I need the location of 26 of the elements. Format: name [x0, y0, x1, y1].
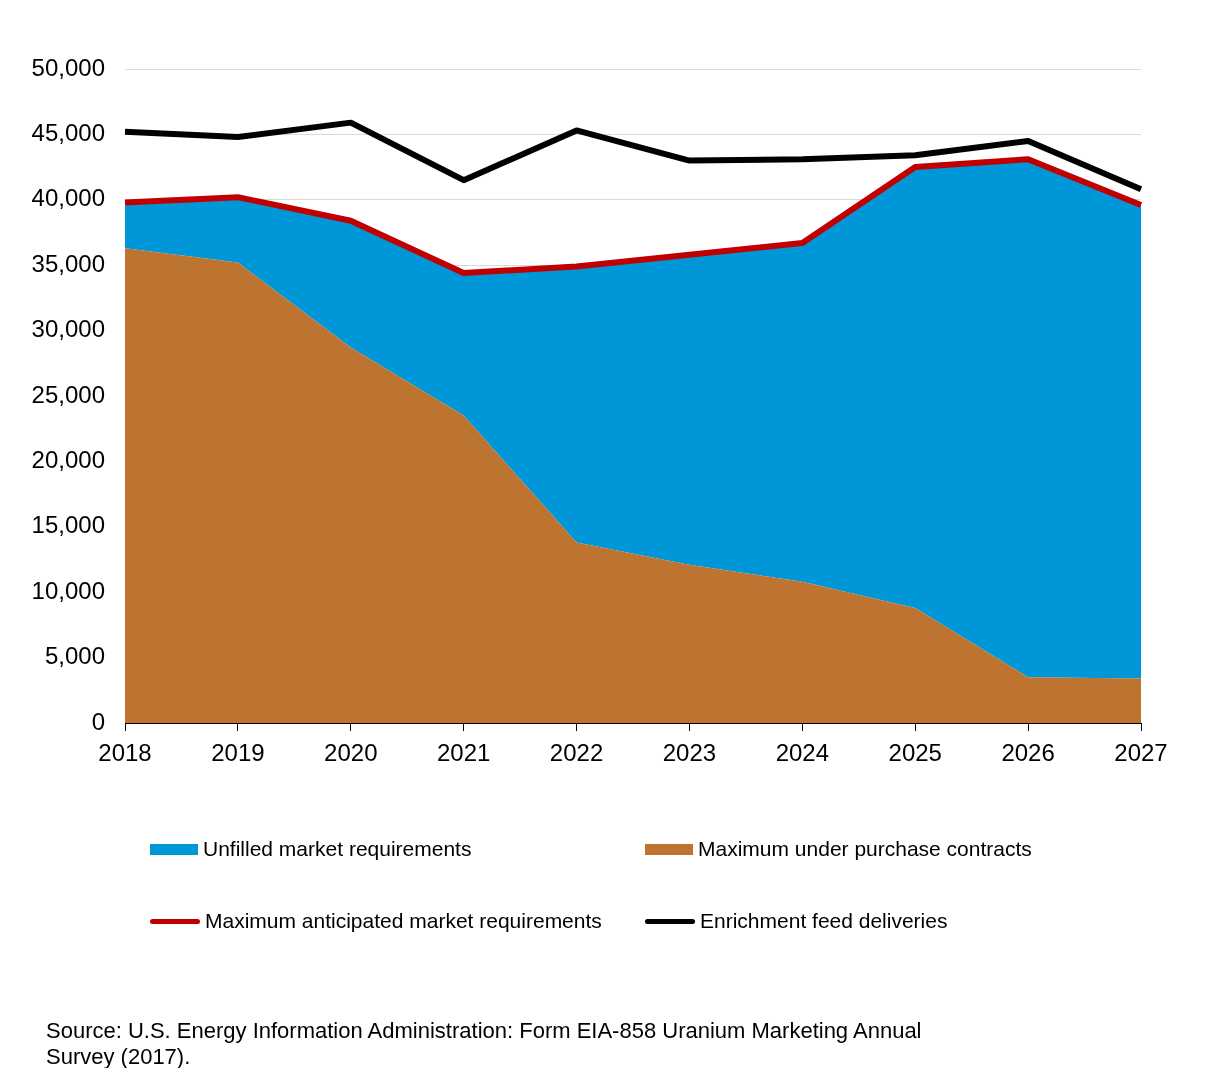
x-tick-label: 2018	[98, 739, 152, 767]
y-tick-label: 10,000	[31, 576, 105, 604]
x-tick-label: 2019	[211, 739, 265, 767]
legend-label: Maximum under purchase contracts	[698, 837, 1032, 861]
y-tick-label: 25,000	[31, 380, 105, 408]
y-tick-label: 0	[91, 707, 105, 735]
x-tick-label: 2025	[888, 739, 942, 767]
y-tick-label: 5,000	[44, 642, 105, 670]
x-tick-label: 2023	[662, 739, 717, 767]
x-tick-label: 2026	[1001, 739, 1055, 767]
y-tick-label: 35,000	[31, 249, 105, 277]
legend-label: Enrichment feed deliveries	[700, 909, 948, 933]
y-tick-label: 30,000	[31, 315, 105, 343]
y-tick-label: 40,000	[31, 184, 105, 212]
y-tick-label: 20,000	[31, 446, 105, 474]
y-tick-label: 50,000	[31, 53, 105, 81]
legend-label: Unfilled market requirements	[203, 837, 472, 861]
source-note: Source: U.S. Energy Information Administration: Form EIA-858 Uranium Marketing Annual Survey (2017).	[46, 1018, 923, 1068]
x-tick-label: 2021	[436, 739, 491, 767]
y-tick-label: 15,000	[31, 511, 105, 539]
x-tick-label: 2024	[775, 739, 830, 767]
x-tick-label: 2022	[549, 739, 604, 767]
x-tick-label: 2020	[324, 739, 378, 767]
x-tick-label: 2027	[1114, 739, 1168, 767]
y-tick-label: 45,000	[31, 119, 105, 147]
legend-label: Maximum anticipated market requirements	[205, 909, 602, 933]
